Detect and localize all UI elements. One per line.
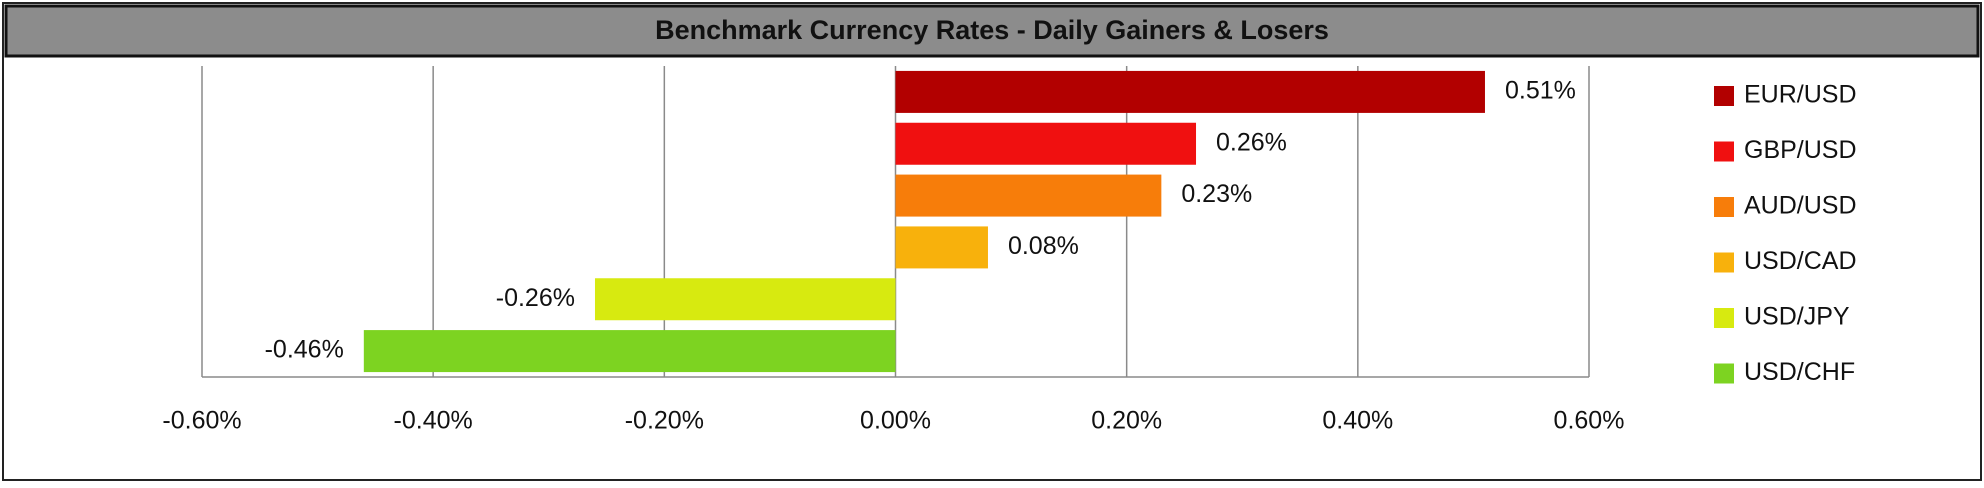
legend-label: AUD/USD bbox=[1744, 192, 1857, 220]
legend-swatch bbox=[1714, 363, 1734, 384]
legend-swatch bbox=[1714, 197, 1734, 217]
data-label: 0.51% bbox=[1505, 77, 1576, 105]
bar bbox=[895, 226, 988, 269]
legend-label: USD/JPY bbox=[1744, 303, 1850, 331]
legend-swatch bbox=[1714, 141, 1734, 162]
bar bbox=[895, 70, 1485, 113]
data-label: -0.26% bbox=[496, 284, 575, 312]
bar bbox=[594, 278, 896, 321]
x-tick-label: -0.20% bbox=[625, 407, 704, 435]
legend-label: USD/CAD bbox=[1744, 247, 1857, 275]
chart-title: Benchmark Currency Rates - Daily Gainers… bbox=[655, 15, 1329, 45]
bar bbox=[895, 174, 1162, 217]
legend-label: GBP/USD bbox=[1744, 136, 1857, 164]
legend-swatch bbox=[1714, 252, 1734, 273]
data-label: -0.46% bbox=[265, 336, 344, 364]
x-tick-label: 0.40% bbox=[1322, 407, 1393, 435]
title-bar bbox=[4, 4, 1980, 58]
data-label: 0.26% bbox=[1216, 128, 1287, 156]
legend-swatch bbox=[1714, 308, 1734, 328]
data-label: 0.08% bbox=[1008, 232, 1079, 260]
x-tick-label: -0.60% bbox=[162, 407, 241, 435]
x-tick-label: 0.20% bbox=[1091, 407, 1162, 435]
x-tick-label: -0.40% bbox=[394, 407, 473, 435]
x-tick-label: 0.00% bbox=[860, 407, 931, 435]
bar bbox=[895, 122, 1197, 165]
legend-swatch bbox=[1714, 86, 1734, 106]
bar bbox=[363, 330, 896, 373]
legend-label: EUR/USD bbox=[1744, 81, 1857, 109]
legend-label: USD/CHF bbox=[1744, 358, 1855, 386]
x-tick-label: 0.60% bbox=[1554, 407, 1625, 435]
data-label: 0.23% bbox=[1181, 180, 1252, 208]
